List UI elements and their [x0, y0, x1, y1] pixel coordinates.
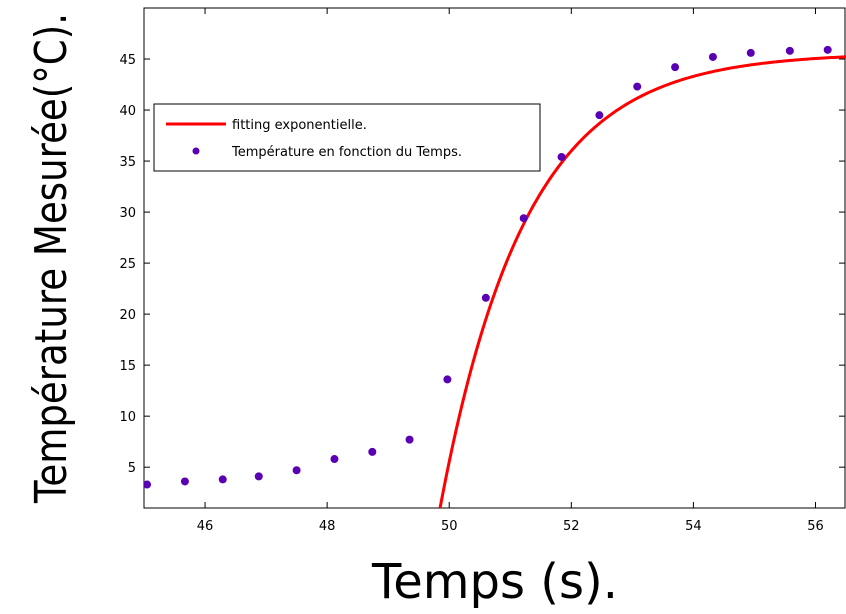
x-tick-label: 48: [319, 519, 336, 534]
data-point: [443, 375, 452, 384]
data-point: [785, 46, 794, 55]
y-axis-title: Température Mesurée(°C).: [26, 13, 77, 504]
y-tick-label: 20: [119, 308, 136, 323]
data-point: [180, 477, 189, 486]
plot-frame: [143, 7, 846, 509]
y-tick-label: 25: [119, 257, 136, 272]
data-point: [595, 111, 604, 120]
y-tick-label: 45: [119, 53, 136, 68]
legend-label-data: Température en fonction du Temps.: [231, 145, 462, 160]
legend-marker-swatch: [192, 147, 200, 155]
data-point: [405, 435, 414, 444]
y-tick-label: 30: [119, 206, 136, 221]
data-point: [368, 447, 377, 456]
fit-curve: [438, 55, 846, 508]
legend: fitting exponentielle. Température en fo…: [153, 103, 541, 172]
legend-label-fit: fitting exponentielle.: [232, 118, 367, 133]
data-point: [481, 293, 490, 302]
y-tick-label: 35: [119, 155, 136, 170]
data-point: [708, 52, 717, 61]
x-tick-label: 46: [197, 519, 214, 534]
data-point: [218, 475, 227, 484]
series-layer: [144, 45, 846, 508]
data-point: [557, 152, 566, 161]
x-axis-title: Temps (s).: [371, 554, 618, 610]
data-point: [519, 214, 528, 223]
data-point: [254, 472, 263, 481]
y-tick-label: 40: [119, 104, 136, 119]
data-point: [823, 45, 832, 54]
y-tick-label: 10: [119, 410, 136, 425]
data-point: [292, 466, 301, 475]
data-point: [633, 82, 642, 91]
x-tick-label: 52: [563, 519, 580, 534]
data-point: [144, 480, 152, 489]
x-tick-label: 56: [807, 519, 824, 534]
y-tick-label: 15: [119, 359, 136, 374]
tick-layer: 46 48 50 52 54 56 5 10 15 20 25 30 35 40 45: [119, 8, 845, 534]
legend-box: [153, 103, 541, 172]
y-tick-label: 5: [128, 461, 136, 476]
data-point: [671, 63, 680, 72]
data-point: [746, 48, 755, 57]
x-tick-label: 54: [685, 519, 702, 534]
data-point: [330, 455, 339, 464]
x-tick-label: 50: [441, 519, 458, 534]
